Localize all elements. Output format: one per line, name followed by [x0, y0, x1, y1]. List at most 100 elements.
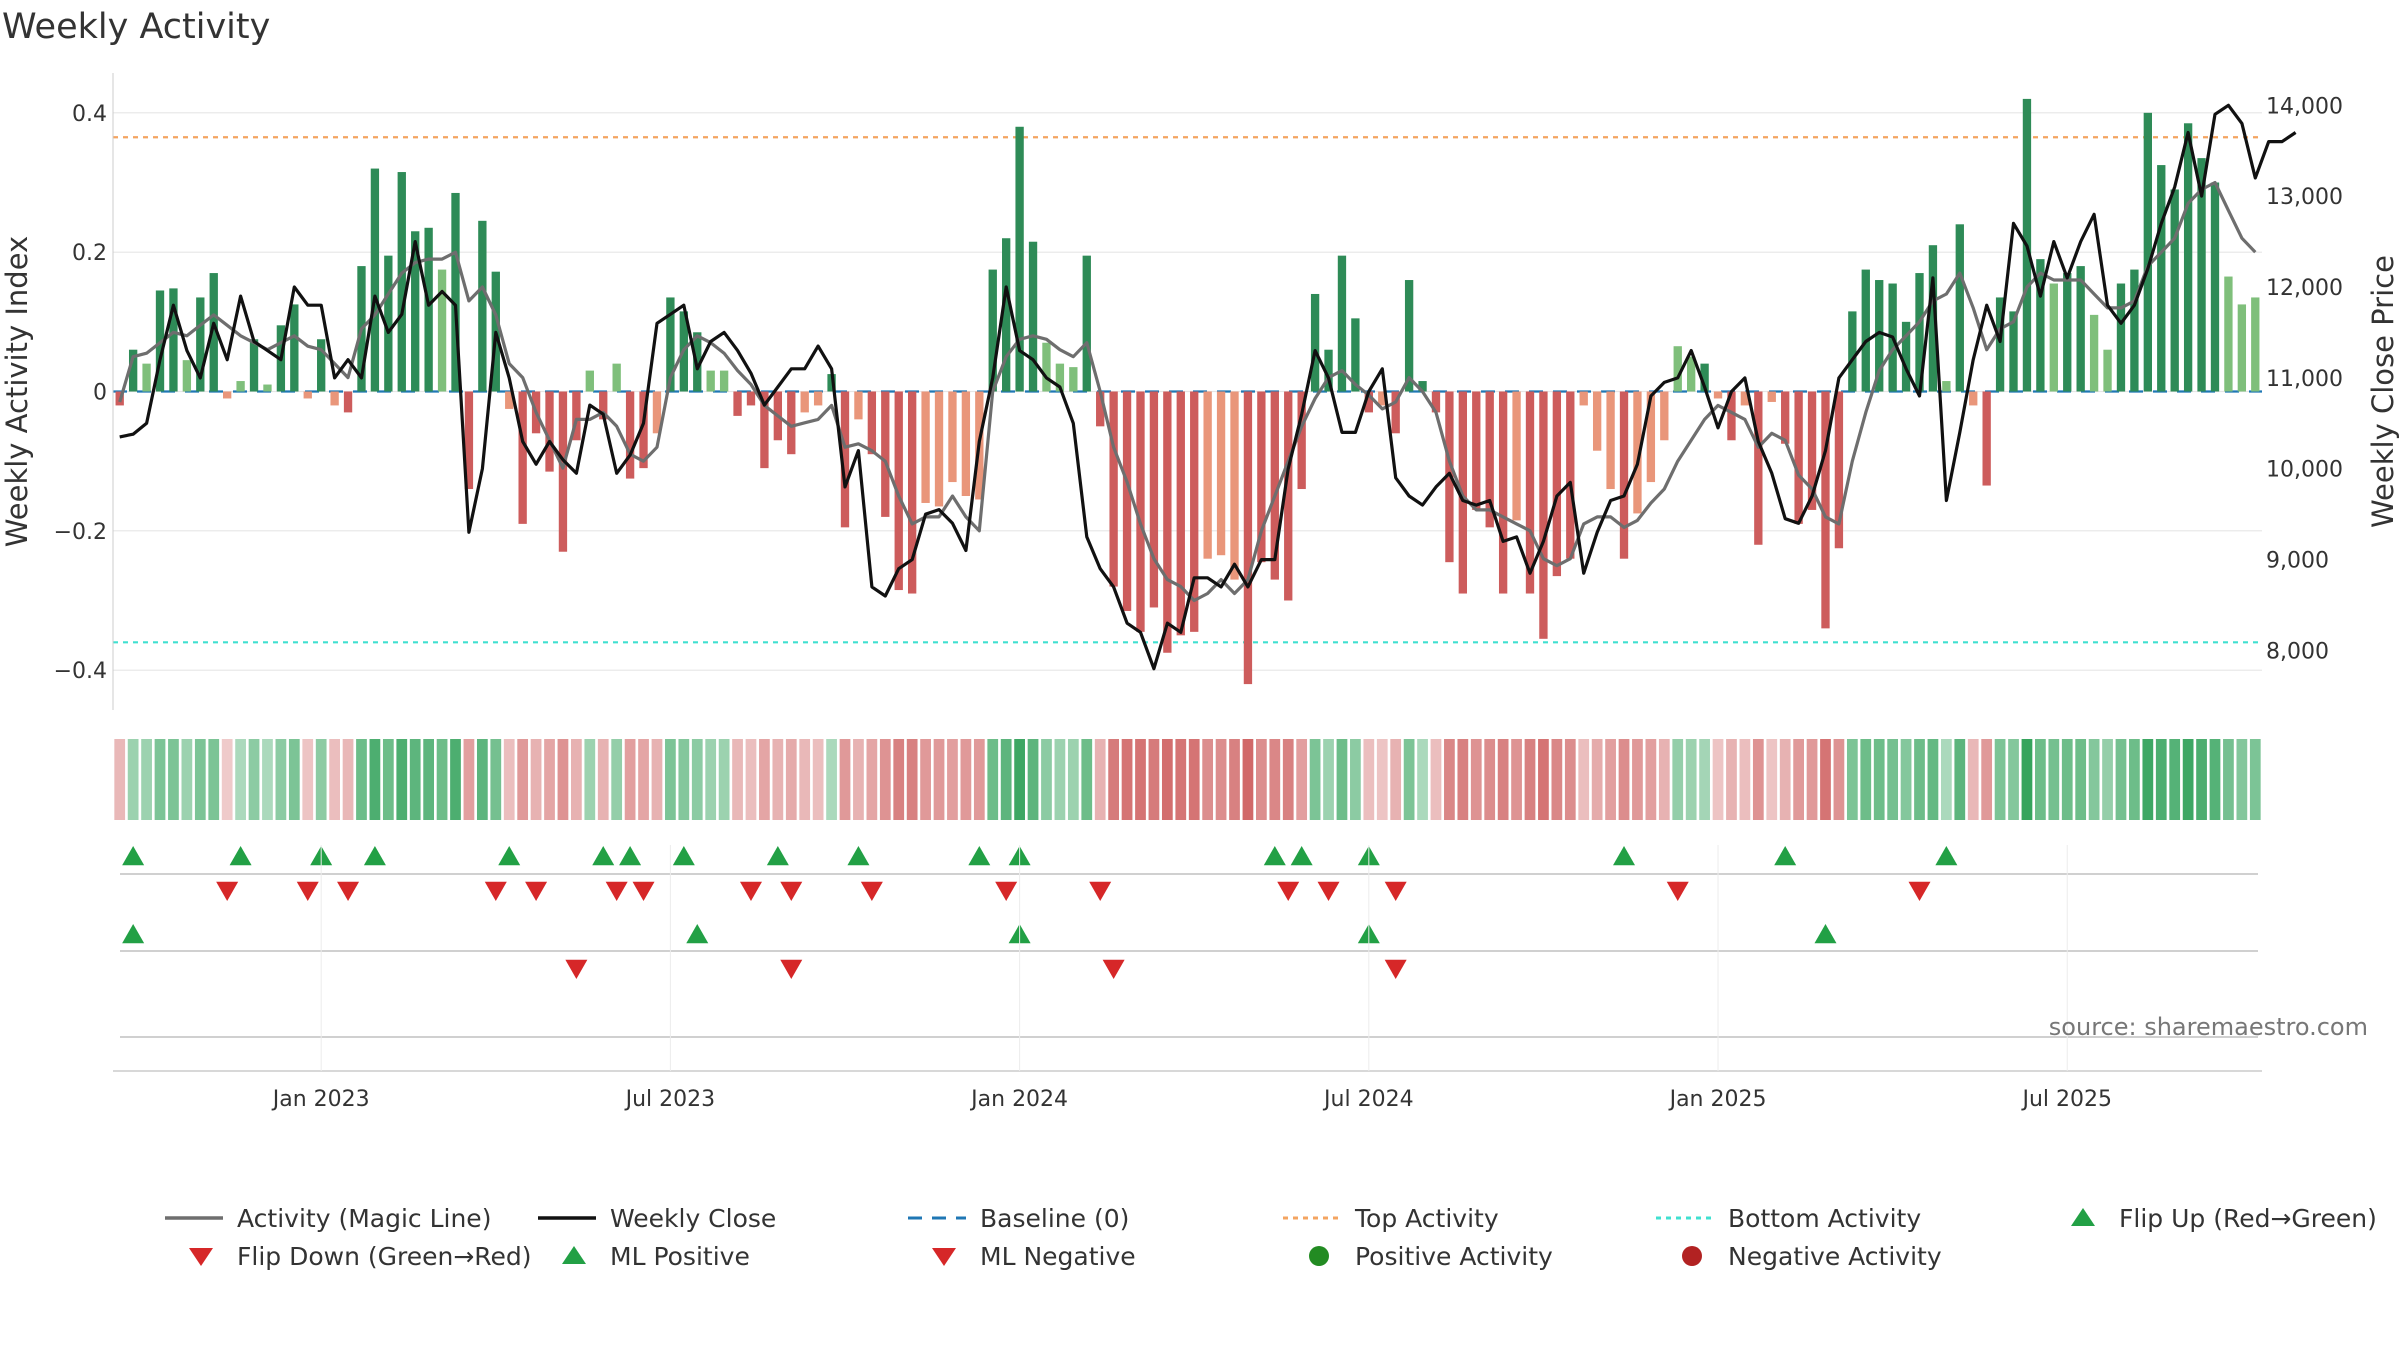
activity-bar — [1498, 391, 1508, 594]
heatmap-cell — [356, 739, 367, 820]
activity-bar — [290, 304, 299, 392]
activity-bar — [236, 381, 245, 392]
heatmap-cell — [1739, 739, 1751, 820]
flip-up-marker — [122, 846, 145, 866]
activity-bar — [1995, 297, 2005, 392]
heatmap-cell — [2021, 739, 2033, 820]
heatmap-cell — [2061, 739, 2073, 820]
heatmap-cell — [1027, 739, 1039, 820]
heatmap-cell — [490, 739, 502, 820]
activity-bar — [948, 391, 957, 483]
heatmap-cell — [1524, 739, 1536, 820]
x-tick-label: Jul 2024 — [1322, 1087, 1414, 1112]
heatmap-cell — [732, 739, 743, 820]
activity-bar — [1337, 255, 1347, 392]
activity-bar — [1687, 356, 1696, 392]
heatmap-cell — [2115, 739, 2127, 820]
heatmap-cell — [1484, 739, 1496, 820]
heatmap-cell — [906, 739, 918, 820]
activity-bar — [2063, 273, 2072, 392]
legend-swatch — [1309, 1246, 1329, 1266]
heatmap-cell — [1887, 739, 1899, 820]
activity-bar — [1082, 255, 1091, 392]
y-tick-label: −0.4 — [54, 659, 107, 684]
flip-up-marker — [766, 846, 789, 866]
heatmap-cell — [1726, 739, 1737, 820]
heatmap-cell — [1175, 739, 1187, 820]
activity-bar — [558, 391, 568, 552]
activity-bar — [2170, 189, 2179, 392]
heatmap-cell — [2155, 739, 2167, 820]
heatmap-cell — [785, 739, 797, 820]
activity-bar — [612, 363, 621, 392]
heatmap-cell — [154, 739, 166, 820]
activity-bar — [1928, 245, 1938, 392]
heatmap-cell — [1820, 739, 1831, 820]
flip-up-marker — [619, 846, 642, 866]
activity-bar — [1485, 391, 1494, 528]
activity-bar — [760, 391, 769, 469]
heatmap-cell — [1430, 739, 1442, 820]
heatmap-cell — [221, 739, 233, 820]
activity-bar — [1096, 391, 1105, 427]
activity-bar — [1592, 391, 1602, 451]
heatmap-cell — [1779, 739, 1791, 820]
y2-tick-label: 10,000 — [2266, 458, 2343, 483]
legend-label: Flip Up (Red→Green) — [2119, 1204, 2377, 1233]
heatmap-cell — [1363, 739, 1375, 820]
activity-bar — [1821, 391, 1830, 629]
activity-bar — [1942, 381, 1951, 392]
activity-bar — [1807, 391, 1817, 510]
heatmap-cell — [1591, 739, 1603, 820]
x-axis: Jan 2023 Jul 2023 Jan 2024 Jul 2024 Jan 2025… — [113, 845, 2262, 1112]
activity-bar — [1351, 318, 1360, 392]
heatmap-cell — [947, 739, 958, 820]
heatmap-cell — [1994, 739, 2006, 820]
y-tick-label: 0.4 — [72, 102, 107, 127]
heatmap-cell — [127, 739, 139, 820]
activity-bar — [1431, 391, 1441, 413]
activity-bar — [867, 391, 877, 455]
heatmap-cell — [1255, 739, 1267, 820]
activity-bar — [787, 391, 796, 455]
activity-bar — [2183, 123, 2193, 392]
heatmap-cell — [1752, 739, 1764, 820]
heatmap-cell — [1054, 739, 1066, 820]
y-axis-title: Weekly Activity Index — [0, 236, 34, 547]
heatmap-cell — [1927, 739, 1939, 820]
heatmap-cell — [248, 739, 260, 820]
activity-bar — [2009, 311, 2018, 392]
activity-bar — [249, 339, 259, 392]
heatmap-cell — [530, 739, 542, 820]
legend-label: Weekly Close — [610, 1204, 776, 1233]
activity-bar — [988, 269, 997, 392]
heatmap-cell — [1336, 739, 1348, 820]
activity-bar — [1579, 391, 1588, 406]
flip-up-marker — [968, 846, 991, 866]
heatmap-cell — [288, 739, 300, 820]
activity-bar — [303, 391, 312, 399]
activity-bar — [1404, 280, 1414, 392]
activity-bar — [572, 391, 581, 441]
heatmap-cell — [503, 739, 515, 820]
activity-bar — [2130, 269, 2139, 392]
activity-bar — [169, 288, 178, 392]
flip-down-marker — [780, 881, 803, 901]
activity-bar — [1122, 391, 1132, 611]
heatmap-cell — [2196, 739, 2207, 820]
heatmap-cell — [1940, 739, 1952, 820]
activity-bar — [1203, 391, 1212, 559]
heatmap-cell — [2008, 739, 2019, 820]
heatmap-cell — [718, 739, 730, 820]
activity-bar — [223, 391, 232, 399]
heatmap-cell — [1860, 739, 1872, 820]
activity-bar — [719, 370, 729, 392]
heatmap-cell — [571, 739, 582, 820]
flip-up-marker — [1613, 846, 1636, 866]
legend-swatch — [562, 1246, 586, 1264]
heatmap-cell — [1833, 739, 1845, 820]
activity-bar — [1969, 391, 1978, 406]
flip-down-marker — [1317, 881, 1340, 901]
flip-up-marker — [229, 846, 252, 866]
heatmap-cell — [1497, 739, 1509, 820]
